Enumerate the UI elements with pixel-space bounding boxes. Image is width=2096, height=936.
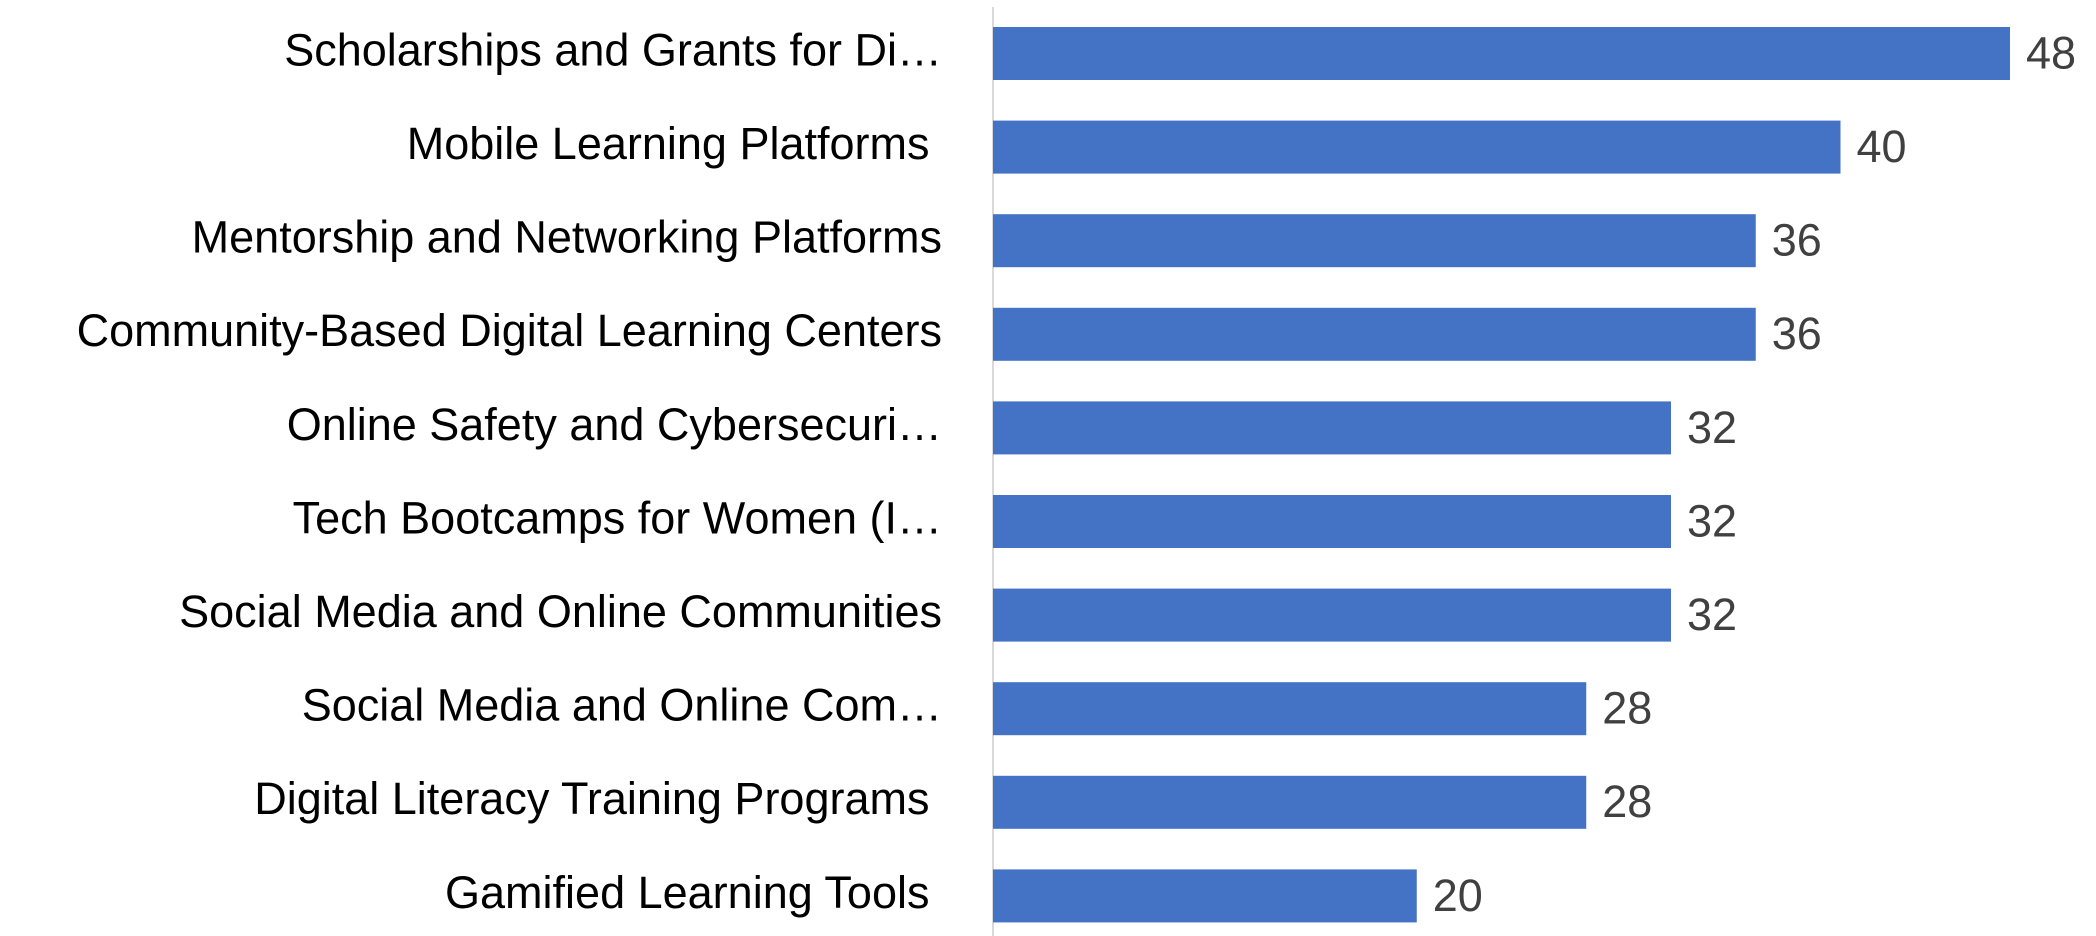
value-label: 36: [1772, 215, 1822, 266]
value-label: 36: [1772, 308, 1822, 359]
bar: [993, 401, 1671, 455]
bar: [993, 588, 1671, 642]
category-label: Mentorship and Networking Platforms: [192, 212, 942, 263]
category-label: Gamified Learning Tools: [445, 867, 942, 918]
category-label: Social Media and Online Communities: [179, 586, 942, 637]
category-label: Community-Based Digital Learning Centers: [77, 305, 942, 356]
bar: [993, 682, 1587, 736]
value-label: 32: [1687, 402, 1737, 453]
value-label: 28: [1602, 776, 1652, 827]
bar: [993, 775, 1587, 829]
category-label: Social Media and Online Com…: [302, 680, 942, 731]
category-label: Online Safety and Cybersecuri…: [287, 399, 942, 450]
bar: [993, 214, 1756, 268]
value-label: 20: [1433, 870, 1483, 921]
bar: [993, 27, 2010, 80]
value-label: 48: [2026, 27, 2076, 78]
category-label: Tech Bootcamps for Women (I…: [293, 492, 942, 543]
bar: [993, 120, 1841, 174]
category-label: Mobile Learning Platforms: [407, 118, 942, 169]
value-label: 40: [1857, 121, 1907, 172]
bar: [993, 869, 1417, 923]
value-label: 28: [1602, 683, 1652, 734]
category-label: Digital Literacy Training Programs: [254, 773, 942, 824]
value-label: 32: [1687, 495, 1737, 546]
bar: [993, 307, 1756, 361]
category-label: Scholarships and Grants for Di…: [284, 24, 942, 75]
value-label: 32: [1687, 589, 1737, 640]
bar: [993, 495, 1671, 548]
